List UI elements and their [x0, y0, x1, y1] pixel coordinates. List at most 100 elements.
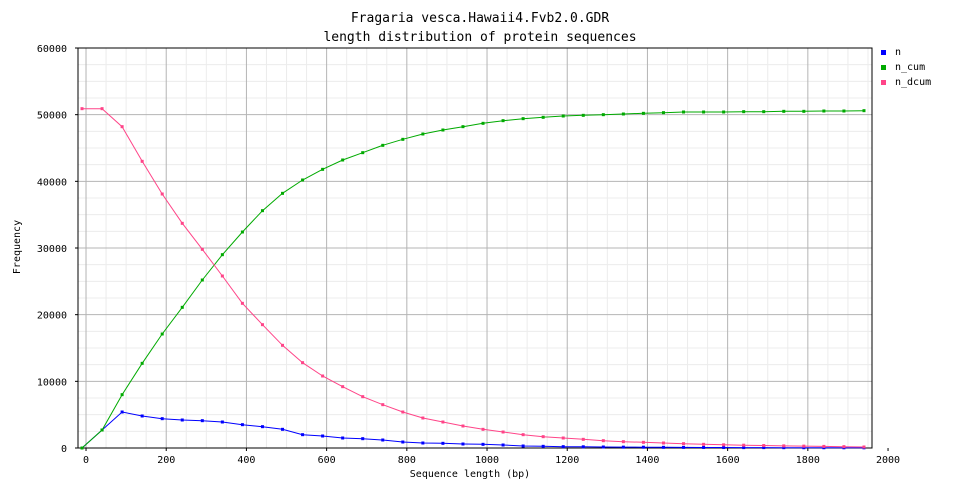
- data-point: [240, 230, 244, 234]
- data-point: [661, 445, 665, 449]
- data-point: [321, 374, 325, 378]
- series-line: [81, 411, 864, 449]
- data-point: [822, 109, 826, 113]
- data-point: [661, 111, 665, 115]
- data-point: [180, 418, 184, 422]
- data-point: [321, 167, 325, 171]
- data-point: [782, 444, 786, 448]
- series-n-dcum: [80, 107, 866, 449]
- data-point: [381, 143, 385, 147]
- x-tick-label: 800: [398, 455, 416, 466]
- y-tick-label: 20000: [37, 311, 67, 322]
- data-point: [441, 420, 445, 424]
- data-point: [361, 437, 365, 441]
- data-point: [301, 361, 305, 365]
- data-point: [200, 278, 204, 282]
- data-point: [220, 420, 224, 424]
- data-point: [401, 440, 405, 444]
- data-point: [521, 433, 525, 437]
- data-point: [541, 435, 545, 439]
- data-point: [200, 247, 204, 251]
- data-point: [661, 441, 665, 445]
- x-tick-label: 1200: [555, 455, 579, 466]
- data-point: [782, 446, 786, 450]
- data-point: [802, 109, 806, 113]
- series-line: [81, 110, 865, 449]
- data-point: [401, 137, 405, 141]
- data-point: [581, 437, 585, 441]
- data-point: [401, 410, 405, 414]
- x-tick-label: 0: [83, 455, 89, 466]
- data-point: [641, 445, 645, 449]
- data-point: [220, 274, 224, 278]
- legend-marker: [881, 65, 886, 70]
- y-tick-label: 0: [61, 444, 67, 455]
- data-point: [120, 125, 124, 129]
- data-point: [120, 410, 124, 414]
- data-point: [561, 445, 565, 449]
- data-point: [722, 110, 726, 114]
- data-point: [481, 121, 485, 125]
- series-n-cum: [80, 109, 866, 450]
- data-point: [281, 343, 285, 347]
- data-point: [501, 430, 505, 434]
- data-point: [240, 301, 244, 305]
- data-point: [100, 107, 104, 111]
- x-tick-label: 600: [318, 455, 336, 466]
- x-tick-label: 1600: [716, 455, 740, 466]
- y-tick-label: 50000: [37, 111, 67, 122]
- data-point: [361, 395, 365, 399]
- data-point: [140, 414, 144, 418]
- data-point: [381, 403, 385, 407]
- data-point: [702, 445, 706, 449]
- data-point: [682, 110, 686, 114]
- x-tick-label: 1800: [796, 455, 820, 466]
- data-point: [441, 128, 445, 132]
- data-point: [702, 110, 706, 114]
- data-point: [180, 305, 184, 309]
- data-point: [842, 445, 846, 449]
- data-point: [742, 443, 746, 447]
- data-point: [862, 445, 866, 449]
- data-point: [100, 428, 104, 432]
- y-tick-label: 10000: [37, 377, 67, 388]
- data-point: [581, 113, 585, 117]
- y-tick-label: 30000: [37, 244, 67, 255]
- data-point: [822, 444, 826, 448]
- chart-subtitle: length distribution of protein sequences: [323, 30, 636, 45]
- data-point: [621, 440, 625, 444]
- data-point: [341, 385, 345, 389]
- data-point: [461, 125, 465, 129]
- data-point: [621, 445, 625, 449]
- legend-marker: [881, 50, 886, 55]
- x-tick-label: 200: [157, 455, 175, 466]
- data-point: [361, 151, 365, 155]
- data-point: [301, 178, 305, 182]
- data-point: [521, 117, 525, 121]
- legend-marker: [881, 80, 886, 85]
- data-point: [561, 114, 565, 118]
- data-point: [301, 433, 305, 437]
- data-point: [541, 444, 545, 448]
- data-point: [621, 112, 625, 116]
- data-point: [381, 438, 385, 442]
- data-point: [421, 416, 425, 420]
- data-point: [762, 446, 766, 450]
- data-point: [461, 424, 465, 428]
- series-line: [82, 108, 865, 448]
- y-tick-label: 40000: [37, 177, 67, 188]
- x-tick-label: 400: [237, 455, 255, 466]
- data-point: [421, 441, 425, 445]
- data-point: [260, 209, 264, 213]
- data-point: [601, 445, 605, 449]
- data-point: [180, 221, 184, 225]
- data-point: [561, 436, 565, 440]
- data-point: [341, 158, 345, 162]
- data-point: [160, 332, 164, 336]
- data-point: [220, 253, 224, 257]
- data-point: [160, 417, 164, 421]
- data-point: [160, 192, 164, 196]
- y-axis-label: Frequency: [12, 220, 23, 274]
